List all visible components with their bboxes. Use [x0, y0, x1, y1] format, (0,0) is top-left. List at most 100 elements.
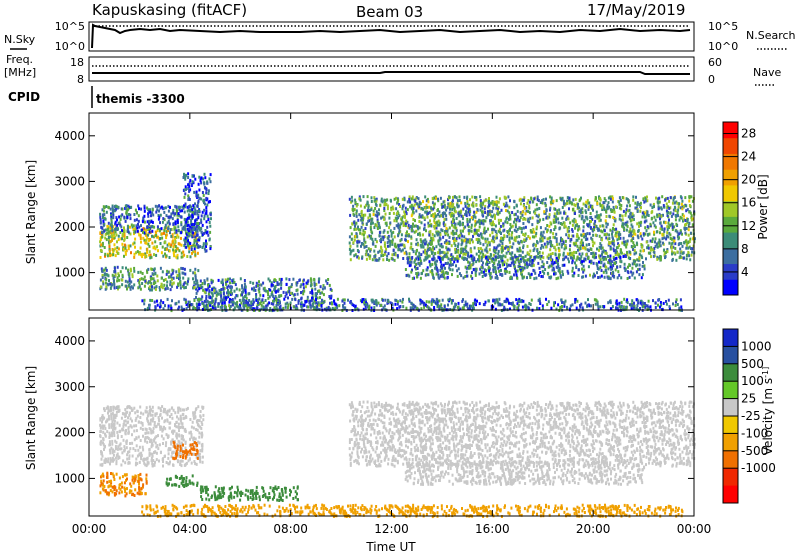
range-cell — [571, 219, 574, 223]
range-cell — [296, 307, 299, 311]
range-cell — [508, 238, 511, 242]
range-cell — [638, 221, 641, 225]
range-cell — [605, 271, 608, 275]
range-cell — [620, 276, 623, 280]
range-cell — [194, 208, 197, 212]
range-cell — [679, 254, 682, 258]
range-cell — [622, 255, 625, 258]
range-cell — [677, 243, 680, 247]
range-cell — [383, 253, 386, 256]
range-cell — [452, 195, 454, 199]
range-cell — [615, 227, 618, 231]
range-cell — [616, 265, 619, 269]
range-cell — [424, 251, 427, 255]
range-cell — [111, 248, 114, 251]
range-cell — [618, 206, 621, 210]
range-cell — [143, 231, 146, 235]
range-cell — [603, 201, 606, 205]
range-cell — [529, 216, 532, 220]
range-cell — [552, 232, 555, 236]
range-cell — [608, 259, 611, 263]
range-cell — [408, 274, 411, 278]
range-cell — [525, 306, 528, 310]
range-cell — [170, 284, 173, 288]
range-cell — [174, 226, 177, 230]
range-cell — [493, 261, 496, 265]
range-cell — [294, 298, 297, 302]
range-cell — [104, 217, 107, 221]
range-cell — [201, 232, 204, 236]
range-cell — [362, 195, 365, 199]
range-cell — [458, 272, 461, 276]
range-cell — [382, 258, 385, 262]
range-cell — [124, 279, 127, 283]
range-cell — [687, 228, 690, 232]
range-cell — [653, 230, 655, 234]
range-cell — [204, 176, 207, 180]
range-cell — [409, 306, 412, 310]
range-cell — [503, 260, 506, 264]
range-cell — [496, 256, 499, 259]
range-cell — [183, 204, 185, 208]
range-cell — [440, 264, 443, 268]
range-cell — [385, 221, 388, 225]
range-cell — [541, 275, 544, 279]
range-cell — [167, 225, 170, 229]
range-cell — [466, 274, 468, 278]
range-cell — [286, 301, 289, 305]
range-cell — [521, 213, 524, 217]
range-cell — [490, 304, 493, 308]
range-cell — [472, 204, 475, 208]
range-cell — [523, 234, 526, 238]
range-cell — [321, 291, 324, 295]
range-cell — [492, 223, 495, 227]
range-cell — [154, 204, 157, 208]
range-cell — [392, 230, 395, 234]
range-cell — [519, 266, 522, 270]
range-cell — [682, 204, 685, 208]
range-cell — [522, 244, 525, 248]
range-cell — [112, 276, 115, 280]
range-cell — [130, 285, 133, 289]
range-cell — [404, 234, 407, 238]
range-cell — [604, 219, 607, 223]
range-cell — [569, 221, 572, 225]
range-cell — [676, 201, 679, 205]
range-cell — [228, 304, 231, 308]
range-cell — [593, 241, 596, 245]
range-cell — [169, 280, 172, 284]
range-cell — [519, 249, 522, 253]
range-cell — [684, 240, 687, 244]
range-cell — [689, 211, 692, 215]
range-cell — [272, 283, 275, 287]
range-cell — [99, 240, 102, 244]
range-cell — [536, 219, 539, 223]
range-cell — [598, 219, 601, 223]
range-cell — [99, 212, 102, 216]
range-cell — [112, 248, 115, 252]
range-cell — [587, 256, 590, 260]
range-cell — [131, 275, 134, 279]
range-cell — [175, 208, 178, 212]
range-cell — [553, 245, 556, 249]
range-cell — [147, 281, 150, 285]
range-cell — [286, 306, 289, 310]
range-cell — [667, 205, 670, 209]
range-cell — [639, 201, 642, 205]
range-cell — [145, 241, 148, 245]
range-cell — [208, 289, 211, 293]
range-cell — [252, 300, 255, 304]
range-cell — [194, 210, 197, 214]
range-cell — [190, 303, 193, 306]
range-cell — [196, 289, 199, 293]
range-cell — [462, 207, 465, 211]
range-cell — [107, 283, 110, 287]
range-cell — [481, 236, 484, 240]
range-cell — [526, 258, 529, 262]
range-cell — [187, 176, 190, 179]
range-cell — [196, 281, 199, 285]
range-cell — [414, 199, 417, 203]
range-cell — [489, 213, 492, 216]
range-cell — [435, 226, 438, 230]
range-cell — [227, 295, 230, 299]
